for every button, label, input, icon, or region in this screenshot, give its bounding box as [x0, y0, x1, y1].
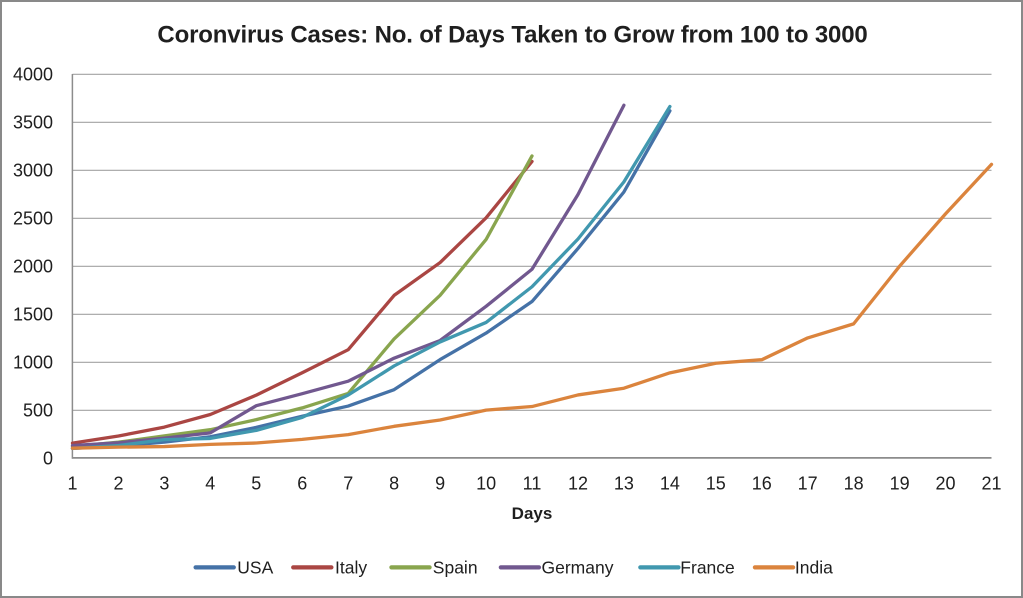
- svg-text:19: 19: [890, 474, 910, 494]
- svg-text:14: 14: [660, 474, 680, 494]
- svg-text:16: 16: [752, 474, 772, 494]
- svg-text:2500: 2500: [13, 209, 53, 229]
- svg-text:Spain: Spain: [433, 558, 478, 578]
- svg-text:12: 12: [568, 474, 588, 494]
- svg-text:17: 17: [798, 474, 818, 494]
- svg-text:9: 9: [435, 474, 445, 494]
- svg-text:1000: 1000: [13, 353, 53, 373]
- svg-text:8: 8: [389, 474, 399, 494]
- svg-text:2: 2: [113, 474, 123, 494]
- svg-text:3500: 3500: [13, 113, 53, 133]
- svg-text:11: 11: [523, 474, 542, 494]
- svg-text:3000: 3000: [13, 161, 53, 181]
- svg-text:18: 18: [844, 474, 864, 494]
- svg-text:21: 21: [981, 474, 1001, 494]
- svg-text:4: 4: [205, 474, 215, 494]
- svg-text:4000: 4000: [13, 65, 53, 85]
- svg-text:India: India: [795, 558, 833, 578]
- svg-text:10: 10: [476, 474, 496, 494]
- svg-text:Days: Days: [512, 504, 553, 523]
- svg-text:15: 15: [706, 474, 726, 494]
- svg-text:Germany: Germany: [542, 558, 614, 578]
- svg-text:2000: 2000: [13, 257, 53, 277]
- svg-text:20: 20: [935, 474, 955, 494]
- svg-text:1500: 1500: [13, 305, 53, 325]
- svg-text:6: 6: [297, 474, 307, 494]
- svg-text:500: 500: [23, 401, 53, 421]
- svg-text:USA: USA: [237, 558, 273, 578]
- svg-text:7: 7: [343, 474, 353, 494]
- svg-text:5: 5: [251, 474, 261, 494]
- svg-text:Italy: Italy: [335, 558, 367, 578]
- svg-text:Coronvirus Cases: No. of Days: Coronvirus Cases: No. of Days Taken to G…: [157, 21, 867, 48]
- svg-text:1: 1: [67, 474, 77, 494]
- svg-text:13: 13: [614, 474, 634, 494]
- svg-text:3: 3: [159, 474, 169, 494]
- svg-text:France: France: [680, 558, 734, 578]
- svg-text:0: 0: [43, 449, 53, 469]
